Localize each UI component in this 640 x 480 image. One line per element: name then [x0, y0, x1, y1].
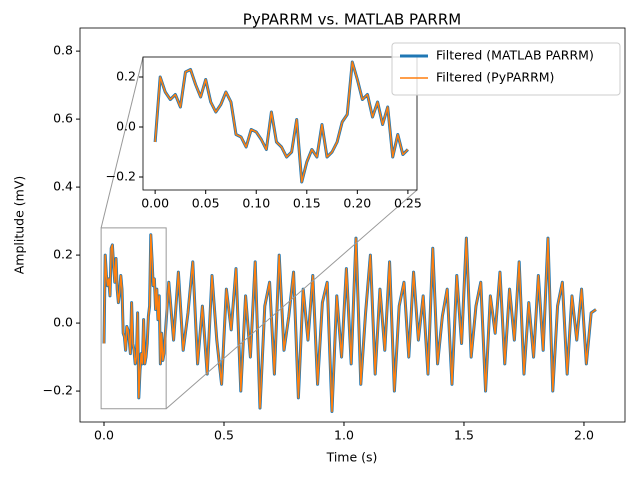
axes-frame: [79, 27, 626, 423]
y-tick-label: −0.2: [43, 383, 73, 398]
y-tick-label: 0.0: [116, 119, 136, 134]
x-axis-label: Time (s): [326, 450, 378, 465]
x-tick-label: 0.0: [94, 428, 114, 443]
x-tick-label: 0.20: [343, 196, 371, 211]
y-tick-label: 0.8: [53, 43, 73, 58]
y-tick-label: 0.0: [53, 315, 73, 330]
zoom-connector: [100, 56, 144, 229]
legend-box: [391, 42, 621, 96]
x-tick-label: 0.25: [394, 196, 422, 211]
zoom-connector: [165, 189, 418, 410]
plot-area: [143, 57, 417, 190]
zoom-box: [100, 227, 167, 410]
legend-label: Filtered (MATLAB PARRM): [436, 48, 594, 63]
y-tick-label: 0.2: [53, 247, 73, 262]
y-tick-label: −0.2: [106, 169, 136, 184]
plot-lines: [102, 233, 597, 413]
x-tick-label: 2.0: [574, 428, 594, 443]
y-tick-label: 0.4: [53, 179, 73, 194]
x-tick-label: 0.5: [214, 428, 234, 443]
y-tick-label: 0.6: [53, 111, 73, 126]
y-tick-label: 0.2: [116, 69, 136, 84]
chart-title: PyPARRM vs. MATLAB PARRM: [243, 11, 461, 29]
y-axis-label: Amplitude (mV): [12, 176, 27, 275]
x-tick-label: 0.10: [242, 196, 270, 211]
plot-lines: [153, 60, 409, 184]
x-tick-label: 0.00: [141, 196, 169, 211]
x-tick-label: 1.0: [334, 428, 354, 443]
series-line: [154, 61, 409, 183]
x-tick-label: 1.5: [454, 428, 474, 443]
series-line: [103, 233, 597, 413]
x-tick-label: 0.15: [293, 196, 321, 211]
x-tick-label: 0.05: [192, 196, 220, 211]
axes-frame: [142, 56, 418, 191]
legend-label: Filtered (PyPARRM): [436, 70, 554, 85]
